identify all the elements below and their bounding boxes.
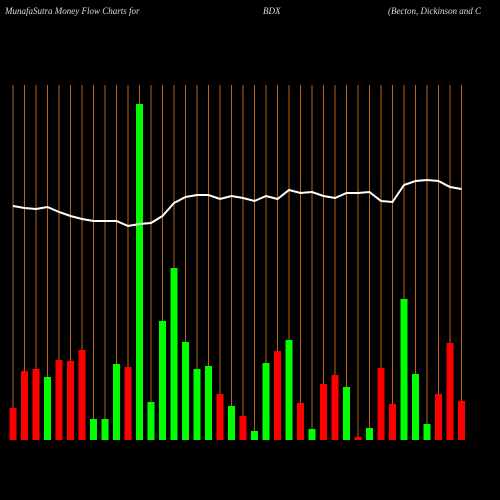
bar <box>205 366 212 440</box>
bar <box>377 368 385 440</box>
bar <box>239 416 247 440</box>
bar <box>55 360 63 440</box>
bar <box>78 350 86 440</box>
bar <box>308 429 316 440</box>
ticker: BDX <box>263 6 281 16</box>
bar <box>251 431 258 440</box>
company: (Becton, Dickinson and C <box>388 6 482 16</box>
bar <box>182 342 189 440</box>
bar <box>400 299 408 440</box>
money-flow-line <box>12 178 462 228</box>
bar <box>228 406 235 440</box>
bar <box>136 104 143 440</box>
bar <box>423 424 431 440</box>
bar <box>216 394 224 440</box>
bar <box>9 408 17 440</box>
bar <box>21 371 28 440</box>
bar <box>320 384 327 440</box>
bar <box>124 367 132 440</box>
bar <box>343 387 350 440</box>
bar <box>32 369 40 440</box>
bar <box>412 374 419 440</box>
bar <box>262 363 270 440</box>
bar <box>389 404 396 440</box>
bar <box>113 364 120 440</box>
bar <box>354 437 362 440</box>
bar <box>331 375 339 440</box>
chart-title: MunafaSutra Money Flow Charts for <box>4 6 140 16</box>
bar <box>435 394 442 440</box>
bar <box>101 419 109 440</box>
bar <box>67 361 74 440</box>
bar <box>366 428 373 440</box>
bar <box>285 340 293 440</box>
bar <box>274 351 281 440</box>
bar <box>159 321 166 440</box>
bar <box>44 377 51 440</box>
bar <box>90 419 97 440</box>
bar <box>170 268 178 440</box>
bar <box>297 403 304 440</box>
bar <box>458 401 465 440</box>
bar <box>193 369 201 440</box>
bar <box>147 402 155 440</box>
bar <box>446 343 454 440</box>
